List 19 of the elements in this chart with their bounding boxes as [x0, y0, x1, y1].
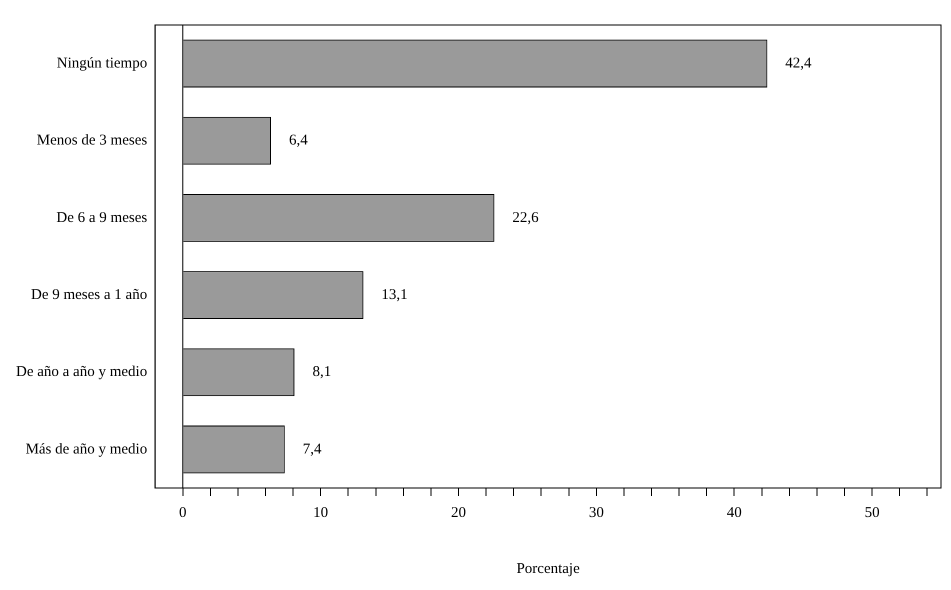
- data-label: 22,6: [512, 210, 540, 226]
- x-tick-label: 50: [864, 504, 880, 521]
- x-tick-label: 20: [450, 504, 466, 521]
- data-label: 13,1: [381, 287, 408, 304]
- x-tick-label: 40: [726, 504, 742, 521]
- y-tick-label: De 9 meses a 1 año: [30, 287, 148, 304]
- data-label: 42,4: [785, 56, 812, 72]
- x-tick-label: 0: [179, 504, 187, 521]
- y-tick-label: De 6 a 9 meses: [56, 210, 148, 226]
- x-tick-label: 30: [588, 504, 604, 521]
- x-tick-label: 10: [313, 504, 328, 521]
- x-axis-title: Porcentaje: [516, 560, 580, 577]
- data-label: 7,4: [302, 441, 322, 458]
- data-label: 6,4: [289, 132, 308, 149]
- y-tick-label: Más de año y medio: [26, 441, 148, 458]
- y-tick-label: Menos de 3 meses: [36, 132, 148, 149]
- y-tick-label: Ningún tiempo: [56, 56, 148, 72]
- data-label: 8,1: [312, 364, 332, 380]
- y-tick-label: De año a año y medio: [16, 364, 148, 380]
